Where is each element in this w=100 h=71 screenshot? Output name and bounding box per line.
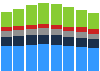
Bar <box>13 46 24 71</box>
Bar <box>63 46 74 71</box>
Bar <box>26 25 37 29</box>
Bar <box>88 34 99 39</box>
Bar <box>38 3 49 24</box>
Bar <box>26 45 37 71</box>
Bar <box>76 10 87 27</box>
Bar <box>51 25 62 29</box>
Bar <box>38 35 49 44</box>
Bar <box>1 46 12 71</box>
Bar <box>26 5 37 25</box>
Bar <box>88 48 99 71</box>
Bar <box>1 37 12 46</box>
Bar <box>13 26 24 30</box>
Bar <box>26 35 37 45</box>
Bar <box>13 9 24 26</box>
Bar <box>63 31 74 37</box>
Bar <box>26 29 37 35</box>
Bar <box>76 27 87 32</box>
Bar <box>38 44 49 71</box>
Bar <box>76 47 87 71</box>
Bar <box>76 32 87 38</box>
Bar <box>76 38 87 47</box>
Bar <box>1 12 12 26</box>
Bar <box>51 29 62 35</box>
Bar <box>1 26 12 31</box>
Bar <box>88 13 99 29</box>
Bar <box>63 37 74 46</box>
Bar <box>88 39 99 48</box>
Bar <box>63 26 74 31</box>
Bar <box>63 7 74 26</box>
Bar <box>51 45 62 71</box>
Bar <box>38 28 49 35</box>
Bar <box>88 29 99 34</box>
Bar <box>1 31 12 37</box>
Bar <box>13 36 24 46</box>
Bar <box>13 30 24 36</box>
Bar <box>51 4 62 25</box>
Bar <box>51 35 62 45</box>
Bar <box>38 24 49 28</box>
